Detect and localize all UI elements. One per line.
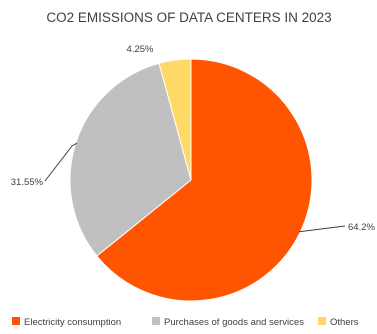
label-leader-lines (44, 142, 346, 233)
pie-slice-others (158, 58, 192, 181)
legend: Electricity consumption Purchases of good… (12, 317, 359, 328)
data-label: 4.25% (127, 44, 154, 55)
data-label: 31.55% (11, 177, 44, 188)
legend-entry: Others (330, 317, 359, 328)
data-labels: 64.2% 31.55% 4.25% (11, 44, 376, 233)
data-label: 64.2% (348, 222, 375, 233)
leader-line (299, 225, 346, 233)
leader-line (44, 142, 78, 182)
legend-swatch (152, 317, 160, 325)
legend-swatch (12, 317, 20, 325)
legend-entry: Purchases of goods and services (164, 317, 304, 328)
legend-swatch (318, 317, 326, 325)
legend-entry: Electricity consumption (24, 317, 121, 328)
chart-title: CO2 EMISSIONS OF DATA CENTERS IN 2023 (46, 10, 331, 25)
pie-slice-electricity-consumption (96, 58, 313, 302)
pie-slice-purchases-of-goods-and-services (69, 62, 192, 257)
pie-slices (69, 58, 313, 302)
